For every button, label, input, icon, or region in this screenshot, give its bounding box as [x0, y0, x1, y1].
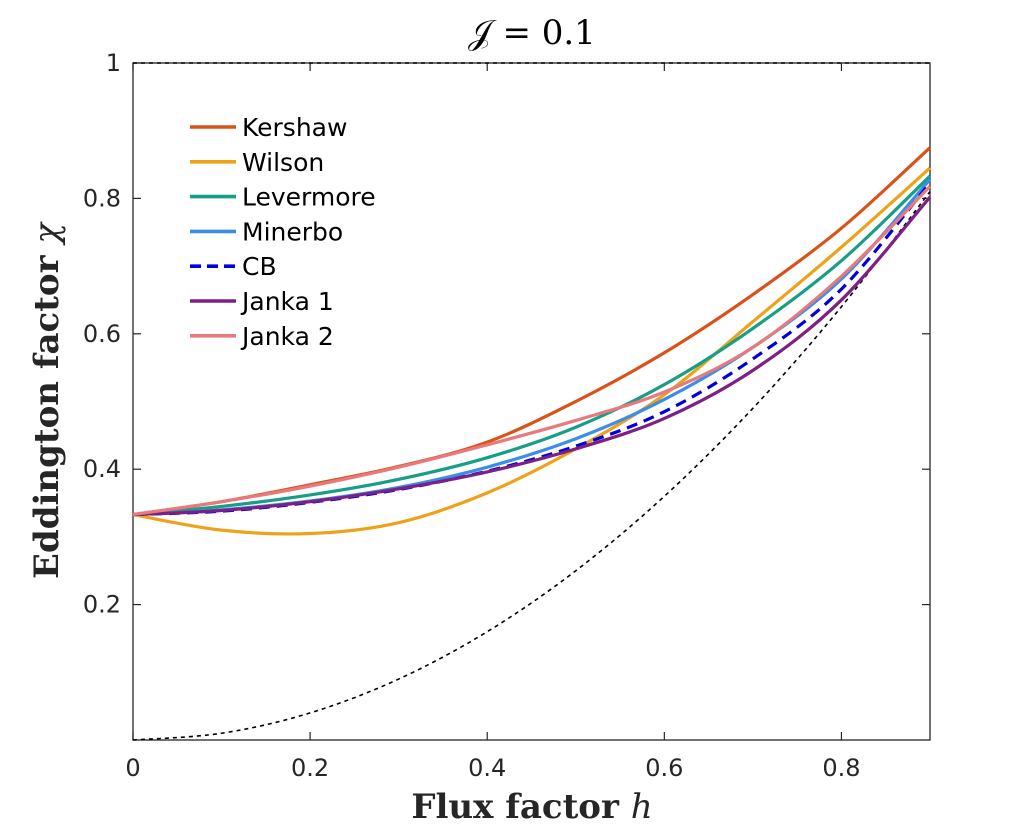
svg-text:Eddington factor χ: Eddington factor χ [27, 221, 67, 579]
y-axis-title: Eddington factor χ [27, 221, 67, 579]
legend-label: Kershaw [242, 113, 347, 142]
plot-frame [132, 62, 931, 741]
series-line-cb [132, 181, 932, 517]
legend: Kershaw Wilson Levermore Minerbo CB Janka 1 Ja… [190, 113, 376, 351]
legend-label: Minerbo [242, 217, 343, 246]
chart-title: 𝒥 = 0.1 [468, 13, 596, 53]
y-tick-label: 0.8 [83, 184, 121, 212]
x-tick-label: 0.4 [468, 754, 506, 782]
y-tick-label: 1 [106, 49, 121, 77]
legend-label: Wilson [242, 148, 324, 177]
y-axis-title-text: Eddington factor [27, 254, 67, 579]
y-tick-label: 0.2 [83, 591, 121, 619]
legend-label: CB [242, 252, 277, 281]
x-axis-title-symbol: h [631, 787, 653, 827]
x-tick-label: 0.2 [291, 754, 329, 782]
x-tick-label: 0.8 [822, 754, 860, 782]
plot-area [132, 62, 931, 741]
x-tick-label: 0.6 [645, 754, 683, 782]
legend-label: Janka 1 [240, 287, 334, 316]
series-line-janka-1 [132, 196, 932, 517]
legend-label: Janka 2 [240, 322, 334, 351]
y-axis-title-symbol: χ [27, 221, 67, 246]
y-axis: 0.2 0.4 0.6 0.8 1 [83, 49, 930, 619]
y-tick-label: 0.6 [83, 320, 121, 348]
series-lines [132, 146, 932, 536]
series-line-janka-2 [132, 185, 932, 517]
legend-label: Levermore [242, 183, 376, 212]
series-line-wilson [132, 166, 932, 536]
y-tick-label: 0.4 [83, 455, 121, 483]
x-axis: 0 0.2 0.4 0.6 0.8 [125, 63, 861, 782]
x-tick-label: 0 [125, 754, 140, 782]
x-axis-title-text: Flux factor [411, 787, 620, 827]
reference-curves [132, 62, 931, 741]
svg-text:Flux factor h: Flux factor h [411, 787, 652, 827]
series-line-levermore [132, 174, 932, 517]
x-axis-title: Flux factor h [411, 787, 652, 827]
